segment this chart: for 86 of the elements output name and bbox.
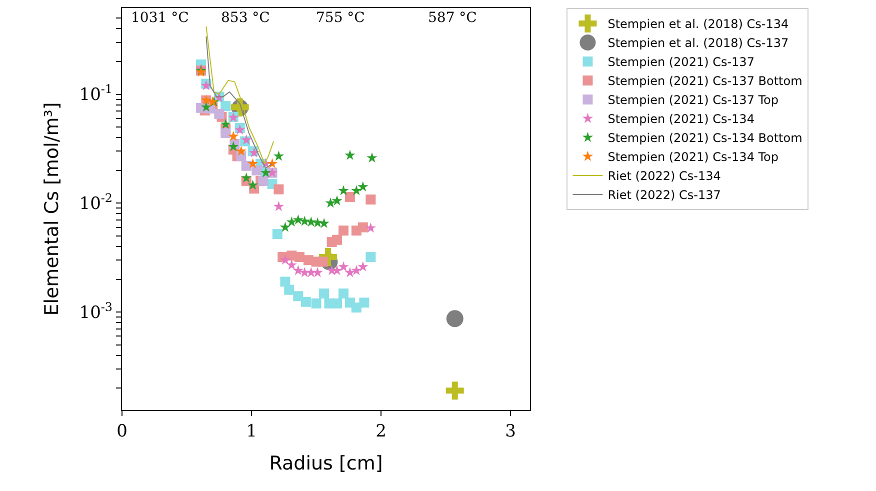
point — [228, 130, 239, 141]
point — [273, 150, 284, 161]
legend-label: Stempien (2021) Cs-137 Top — [608, 93, 779, 108]
point — [351, 265, 362, 276]
point — [241, 160, 252, 171]
annotation: 587 °C — [428, 10, 477, 26]
point — [258, 176, 268, 186]
point — [200, 102, 212, 112]
point — [312, 217, 323, 228]
point — [351, 185, 362, 196]
point — [220, 118, 231, 129]
point — [325, 198, 336, 208]
point — [292, 214, 304, 225]
point — [294, 252, 304, 262]
point — [220, 128, 231, 138]
legend-label: Riet (2022) Cs-137 — [608, 188, 721, 202]
legend-label: Stempien (2021) Cs-134 — [608, 112, 754, 126]
x-tick-label: 3 — [505, 422, 516, 442]
annotation: 1031 °C — [131, 10, 189, 26]
point — [273, 200, 284, 212]
y-axis-title: Elemental Cs [mol/m³] — [41, 102, 64, 316]
point — [332, 234, 342, 245]
point — [292, 265, 304, 276]
point — [306, 267, 316, 278]
point — [299, 216, 310, 226]
point — [332, 298, 342, 308]
point — [241, 172, 252, 183]
point — [311, 298, 322, 308]
point — [344, 192, 355, 202]
point — [338, 288, 348, 299]
y-tick-label: 10$^{-3}$ — [79, 300, 112, 323]
point — [247, 180, 258, 190]
point — [332, 195, 342, 206]
point — [272, 229, 282, 240]
y-tick-label: 10$^{-2}$ — [79, 190, 112, 214]
legend-label: Stempien (2021) Cs-137 — [608, 55, 754, 70]
point — [344, 150, 356, 160]
point — [286, 216, 298, 227]
legend-label: Stempien (2021) Cs-134 Bottom — [608, 131, 802, 146]
point — [280, 276, 290, 287]
point — [306, 216, 316, 227]
point — [247, 158, 258, 168]
x-axis-title: Radius [cm] — [269, 452, 383, 474]
point — [284, 284, 294, 295]
point — [236, 146, 246, 156]
point — [252, 165, 262, 176]
point — [318, 218, 330, 228]
point — [358, 261, 368, 272]
legend-label: Stempien (2021) Cs-137 Bottom — [608, 74, 802, 88]
annotation: 755 °C — [316, 10, 365, 26]
point — [293, 291, 304, 302]
point — [280, 222, 291, 232]
legend-label: Stempien et al. (2018) Cs-137 — [608, 36, 789, 50]
point — [312, 267, 323, 278]
x-tick-label: 1 — [246, 422, 257, 442]
point — [286, 259, 298, 270]
point — [274, 184, 284, 194]
y-tick-label: 10$^{-1}$ — [79, 82, 112, 106]
annotation: 853 °C — [221, 10, 270, 26]
point — [220, 101, 231, 112]
x-tick-label: 2 — [376, 422, 386, 442]
point — [214, 108, 224, 119]
point — [338, 261, 349, 272]
legend-label: Riet (2022) Cs-134 — [608, 169, 721, 184]
x-tick-label: 0 — [116, 422, 128, 442]
point — [344, 267, 356, 278]
point — [300, 296, 311, 307]
point — [365, 222, 376, 233]
point — [280, 254, 291, 265]
point — [366, 194, 376, 205]
point — [366, 252, 376, 262]
point — [366, 152, 378, 163]
point — [446, 382, 464, 400]
point — [358, 222, 368, 232]
legend-label: Stempien et al. (2018) Cs-134 — [608, 17, 789, 32]
point — [299, 267, 310, 278]
point — [228, 141, 239, 152]
point — [446, 310, 464, 328]
point — [319, 288, 330, 299]
point — [359, 298, 370, 308]
point — [338, 226, 348, 236]
point — [332, 265, 342, 276]
legend-label: Stempien (2021) Cs-134 Top — [608, 150, 779, 164]
point — [338, 185, 349, 196]
point — [358, 181, 368, 192]
point — [266, 158, 278, 168]
